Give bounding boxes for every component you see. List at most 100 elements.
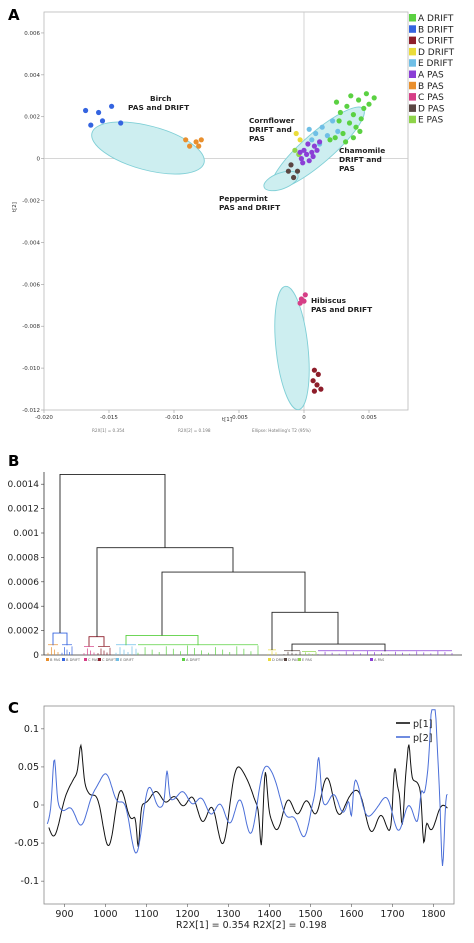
data-point xyxy=(314,147,320,153)
panel-b-letter: B xyxy=(8,452,19,470)
panel-b-axes: 0.0014 0.0012 0.001 0.0008 0.0006 0.0004 0.000… xyxy=(8,472,462,661)
panel-a-ylabel: t[2] xyxy=(12,202,18,212)
data-point xyxy=(337,109,343,116)
legend-label: E DRIFT xyxy=(418,59,453,69)
x-tick-label: 1200 xyxy=(175,909,199,920)
data-point xyxy=(88,122,94,128)
legend-swatch xyxy=(409,25,416,33)
ellipse-peppermint xyxy=(263,170,299,192)
legend-label: B DRIFT xyxy=(418,25,454,35)
leaf-label-swatch xyxy=(268,658,271,661)
data-point xyxy=(319,124,325,130)
legend-swatch xyxy=(409,36,416,45)
data-point xyxy=(301,298,307,304)
leaf-label-swatch xyxy=(370,658,373,661)
data-point xyxy=(318,386,324,392)
data-point xyxy=(304,151,310,157)
leaf-label-swatch xyxy=(284,658,287,661)
x-tick-label: 900 xyxy=(55,909,73,920)
annotation-cornflower: Cornflower DRIFT and PAS xyxy=(249,116,297,143)
data-point xyxy=(317,139,323,145)
y-tick-label: -0.1 xyxy=(20,876,39,887)
y-tick-label: -0.012 xyxy=(22,408,40,414)
leaf-label-swatch xyxy=(62,658,65,661)
panel-a-footer-r2x2: R2X[2] = 0.198 xyxy=(178,428,211,433)
y-tick-label: 0.0002 xyxy=(8,627,40,637)
data-point xyxy=(297,149,303,155)
y-tick-label: 0 xyxy=(33,800,39,811)
panel-a-footer-r2x1: R2X[1] = 0.354 xyxy=(92,428,125,433)
data-point xyxy=(327,137,333,143)
data-point xyxy=(293,130,299,137)
panel-b: B 0.00140.00120.0010.00080.00060.00040.0… xyxy=(8,452,462,662)
y-tick-label: 0.004 xyxy=(24,73,40,79)
data-point xyxy=(330,118,336,124)
legend-label: B PAS xyxy=(418,82,444,92)
leaf-label: B DRIFT xyxy=(66,658,81,662)
data-point xyxy=(357,128,363,134)
y-tick-label: 0.0012 xyxy=(8,505,40,515)
legend-label: C DRIFT xyxy=(418,37,454,47)
data-point xyxy=(291,174,297,181)
link-birch xyxy=(52,632,68,646)
data-point xyxy=(309,137,315,143)
panel-a-annotations: Birch PAS and DRIFT Cornflower DRIFT and… xyxy=(128,94,388,314)
y-tick-label: 0.006 xyxy=(24,31,40,37)
leaf-label-swatch xyxy=(116,658,119,661)
panel-a-xlabel: t[1] xyxy=(222,417,232,423)
y-tick-label: 0.0004 xyxy=(8,602,40,612)
series-line-p1 xyxy=(48,743,448,847)
data-point xyxy=(333,99,340,105)
data-point xyxy=(305,141,311,147)
annotation-chamomile: Chamomile DRIFT and PAS xyxy=(339,146,388,173)
y-tick-label: 0.1 xyxy=(24,724,39,735)
link-level-3 xyxy=(161,571,306,636)
data-point xyxy=(343,139,349,145)
legend-swatch xyxy=(409,14,416,22)
y-tick-label: 0.001 xyxy=(13,529,39,539)
ellipse-birch xyxy=(91,121,205,175)
leaf-label: E PAS xyxy=(302,658,313,662)
series-line-p2 xyxy=(46,709,448,866)
panel-c-plot-frame xyxy=(43,705,455,905)
data-point xyxy=(353,124,359,130)
leaf-label: C DRIFT xyxy=(102,658,117,662)
panel-a-plot-frame xyxy=(43,11,409,411)
data-point xyxy=(306,126,312,132)
data-point xyxy=(311,388,317,394)
panel-a-points xyxy=(83,91,377,394)
x-tick-label: 1700 xyxy=(380,909,404,920)
panel-c-letter: C xyxy=(8,699,19,717)
y-tick-label: -0.05 xyxy=(14,838,39,849)
data-point xyxy=(285,168,291,174)
data-point xyxy=(358,116,364,122)
leaf-label-swatch xyxy=(46,658,49,661)
data-point xyxy=(348,93,354,99)
data-point xyxy=(332,135,338,141)
legend-swatch xyxy=(409,93,416,101)
data-point xyxy=(99,118,106,124)
leaf-label-swatch xyxy=(98,658,101,661)
data-point xyxy=(324,133,330,139)
legend-label: p[1] xyxy=(413,719,433,730)
legend-swatch xyxy=(409,47,416,56)
data-point xyxy=(292,147,298,153)
leaf-label: E DRIFT xyxy=(120,658,135,662)
data-point xyxy=(118,120,124,126)
x-tick-label: 1600 xyxy=(339,909,363,920)
data-point xyxy=(83,107,89,114)
data-point xyxy=(336,118,342,124)
leaf-label-swatch xyxy=(298,658,301,661)
leaf-label: A DRIFT xyxy=(186,658,201,662)
link-level-2 xyxy=(96,547,234,637)
panel-a-axes: -0.020 -0.015 -0.010 -0.005 0 0.005 0.006 0.004… xyxy=(22,31,377,421)
link-pas-group xyxy=(291,643,386,652)
legend-label: A DRIFT xyxy=(418,14,454,24)
y-tick-label: 0.0006 xyxy=(8,578,40,588)
annotation-hibiscus: Hibiscus PAS and DRIFT xyxy=(311,296,372,314)
panel-a-footer-ellipse: Ellipse: Hotelling's T2 (95%) xyxy=(252,428,311,433)
x-tick-label: 1400 xyxy=(257,909,281,920)
panel-c-axes: 900 1000 1100 1200 1300 1400 1500 1600 1700 1800 0… xyxy=(14,724,445,920)
data-point xyxy=(340,130,346,137)
data-point xyxy=(297,300,303,306)
